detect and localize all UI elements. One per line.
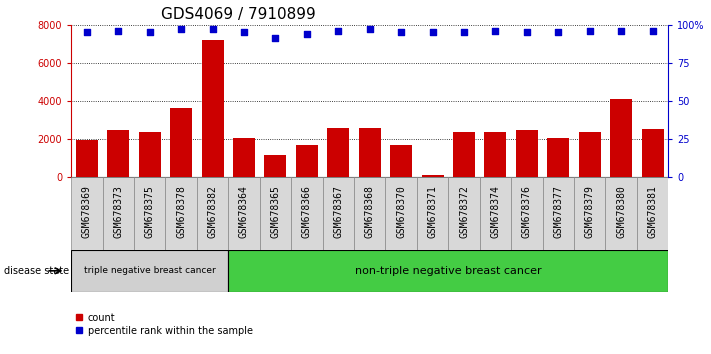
Point (81, 30, 92, 35)
Point (269, 36, 281, 41)
Text: GSM678379: GSM678379 (584, 185, 595, 238)
Text: GSM678364: GSM678364 (239, 185, 249, 238)
Text: GSM678375: GSM678375 (144, 185, 155, 238)
Bar (511, 177, 542, 250)
Bar (547, 138, 570, 177)
Bar (296, 145, 318, 177)
Text: GSM678371: GSM678371 (427, 185, 437, 238)
Point (364, 27, 375, 32)
Point (176, 27, 187, 32)
Text: GSM678380: GSM678380 (616, 185, 626, 238)
Bar (354, 177, 385, 250)
Bar (610, 99, 632, 177)
Bar (228, 250, 668, 292)
Bar (327, 127, 349, 177)
Bar (641, 130, 663, 177)
Point (459, 30, 470, 35)
Point (616, 28, 627, 34)
Point (647, 28, 658, 34)
Point (238, 30, 250, 35)
Text: GDS4069 / 7910899: GDS4069 / 7910899 (161, 7, 316, 22)
Point (521, 30, 533, 35)
Bar (579, 132, 601, 177)
Legend: count, percentile rank within the sample: count, percentile rank within the sample (76, 313, 252, 336)
Text: GSM678376: GSM678376 (522, 185, 532, 238)
Bar (359, 127, 380, 177)
Point (552, 30, 564, 35)
Bar (197, 177, 228, 250)
Point (112, 28, 124, 34)
Bar (606, 177, 637, 250)
Bar (233, 138, 255, 177)
Point (301, 31, 313, 37)
Point (207, 27, 218, 32)
Text: GSM678377: GSM678377 (553, 185, 563, 238)
Bar (139, 132, 161, 177)
Bar (107, 130, 129, 177)
Bar (166, 177, 197, 250)
Bar (264, 155, 287, 177)
Bar (542, 177, 574, 250)
Text: triple negative breast cancer: triple negative breast cancer (84, 266, 215, 275)
Bar (480, 177, 511, 250)
Bar (170, 108, 192, 177)
Text: GSM678366: GSM678366 (302, 185, 312, 238)
Bar (260, 177, 291, 250)
Bar (385, 177, 417, 250)
Bar (291, 177, 323, 250)
Point (395, 30, 407, 35)
Text: GSM678367: GSM678367 (333, 185, 343, 238)
Text: disease state: disease state (4, 266, 69, 276)
Bar (422, 175, 444, 177)
Bar (71, 250, 228, 292)
Text: GSM678368: GSM678368 (365, 185, 375, 238)
Text: GSM678365: GSM678365 (270, 185, 280, 238)
Bar (484, 132, 506, 177)
Bar (516, 130, 538, 177)
Point (584, 28, 595, 34)
Bar (323, 177, 354, 250)
Point (427, 30, 438, 35)
Point (333, 28, 344, 34)
Text: GSM678370: GSM678370 (396, 185, 406, 238)
Text: GSM678378: GSM678378 (176, 185, 186, 238)
Bar (76, 140, 98, 177)
Point (490, 28, 501, 34)
Bar (134, 177, 166, 250)
Bar (453, 132, 475, 177)
Text: GSM678369: GSM678369 (82, 185, 92, 238)
Bar (390, 145, 412, 177)
Bar (102, 177, 134, 250)
Bar (201, 40, 223, 177)
Bar (637, 177, 668, 250)
Bar (228, 177, 260, 250)
Text: GSM678372: GSM678372 (459, 185, 469, 238)
Text: GSM678373: GSM678373 (113, 185, 123, 238)
Text: GSM678374: GSM678374 (491, 185, 501, 238)
Bar (71, 177, 102, 250)
Bar (449, 177, 480, 250)
Bar (574, 177, 606, 250)
Text: GSM678381: GSM678381 (648, 185, 658, 238)
Text: GSM678382: GSM678382 (208, 185, 218, 238)
Point (144, 30, 156, 35)
Bar (417, 177, 449, 250)
Text: non-triple negative breast cancer: non-triple negative breast cancer (355, 266, 542, 276)
